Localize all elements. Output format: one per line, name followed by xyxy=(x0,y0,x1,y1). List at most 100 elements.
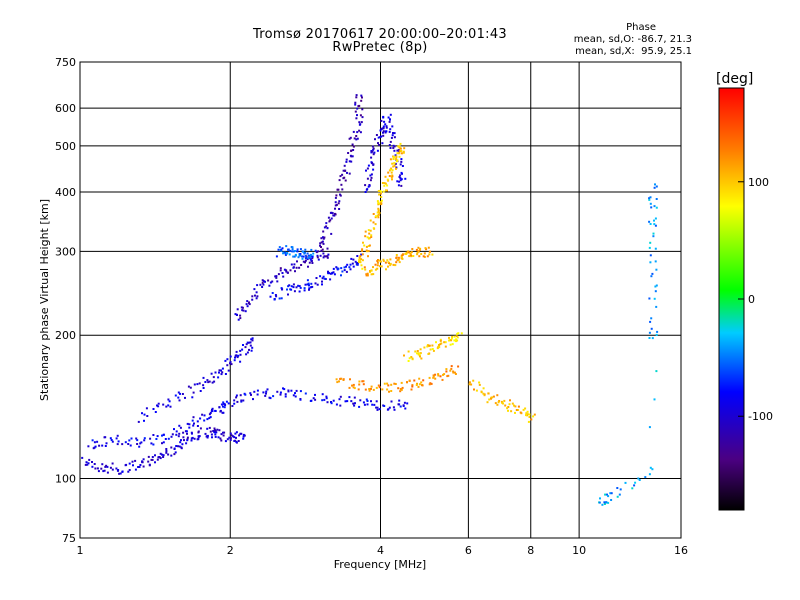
data-point xyxy=(382,258,385,261)
data-point xyxy=(363,244,366,247)
data-point xyxy=(607,501,610,504)
data-point xyxy=(651,337,654,340)
data-point xyxy=(178,424,181,427)
data-point xyxy=(357,388,360,391)
data-point xyxy=(287,285,290,288)
data-point xyxy=(452,371,455,374)
data-point xyxy=(649,254,652,257)
data-point xyxy=(283,388,286,391)
data-point xyxy=(281,272,284,274)
data-point xyxy=(244,346,247,349)
data-point xyxy=(315,277,318,279)
data-point xyxy=(475,389,478,392)
data-point xyxy=(379,192,382,195)
data-point xyxy=(648,297,651,300)
data-point xyxy=(175,445,178,447)
data-point xyxy=(327,270,329,273)
data-point xyxy=(311,262,314,264)
data-point xyxy=(320,249,323,252)
data-point xyxy=(251,298,254,301)
data-point xyxy=(314,249,317,252)
data-point xyxy=(310,248,313,251)
data-point xyxy=(394,383,397,385)
data-point xyxy=(211,436,213,439)
data-point xyxy=(509,399,511,402)
data-point xyxy=(372,388,375,391)
data-point xyxy=(451,343,454,346)
data-point xyxy=(222,405,224,408)
data-point xyxy=(392,132,394,134)
data-point xyxy=(198,435,201,438)
data-point xyxy=(604,493,607,496)
data-point xyxy=(456,332,459,335)
data-point xyxy=(387,384,390,387)
data-point xyxy=(406,402,409,405)
data-point xyxy=(303,289,306,292)
data-point xyxy=(648,337,651,339)
data-point xyxy=(379,129,382,132)
data-point xyxy=(304,392,307,395)
data-point xyxy=(386,178,389,181)
data-point xyxy=(187,385,190,388)
data-point xyxy=(222,402,225,405)
data-point xyxy=(193,383,196,386)
data-point xyxy=(280,249,283,252)
data-point xyxy=(324,278,327,280)
data-point xyxy=(648,331,651,334)
data-point xyxy=(434,373,437,376)
data-point xyxy=(411,384,414,387)
data-point xyxy=(389,113,392,116)
data-point xyxy=(655,185,658,188)
data-point xyxy=(299,286,302,289)
data-point xyxy=(320,237,323,240)
data-point xyxy=(364,235,367,238)
data-point xyxy=(220,373,223,376)
data-point xyxy=(415,248,418,251)
data-point xyxy=(365,249,368,252)
data-point xyxy=(128,462,131,465)
data-point xyxy=(431,348,434,350)
data-point xyxy=(416,382,418,385)
data-point xyxy=(152,434,155,436)
data-point xyxy=(526,413,529,416)
data-point xyxy=(334,204,337,207)
data-point xyxy=(430,382,433,385)
data-point xyxy=(422,379,425,382)
data-point xyxy=(345,265,347,268)
data-point xyxy=(110,439,113,441)
data-point xyxy=(261,281,264,284)
data-point xyxy=(376,214,379,217)
data-point xyxy=(393,136,396,139)
data-point xyxy=(452,370,455,373)
data-point xyxy=(299,254,302,257)
data-point xyxy=(105,442,108,445)
data-point xyxy=(282,252,285,255)
data-point xyxy=(279,269,282,272)
data-point xyxy=(180,447,183,450)
data-point xyxy=(360,99,363,102)
data-point xyxy=(177,396,180,399)
data-point xyxy=(322,236,324,239)
data-point xyxy=(383,120,386,123)
data-point xyxy=(281,247,284,250)
data-point xyxy=(349,378,351,381)
data-point xyxy=(354,103,357,106)
data-point xyxy=(274,275,277,278)
data-point xyxy=(421,384,424,387)
data-point xyxy=(100,467,103,470)
data-point xyxy=(319,254,322,257)
data-point xyxy=(377,142,379,145)
data-point xyxy=(359,123,362,126)
data-point xyxy=(380,135,383,138)
data-point xyxy=(265,392,267,395)
grid xyxy=(80,62,681,538)
data-point xyxy=(240,399,243,402)
data-point xyxy=(353,404,356,407)
data-point xyxy=(338,380,340,383)
data-point xyxy=(84,463,87,466)
data-point xyxy=(231,405,234,407)
data-point xyxy=(356,262,359,265)
data-point xyxy=(403,401,406,404)
data-point xyxy=(295,389,298,392)
data-point xyxy=(337,267,340,270)
